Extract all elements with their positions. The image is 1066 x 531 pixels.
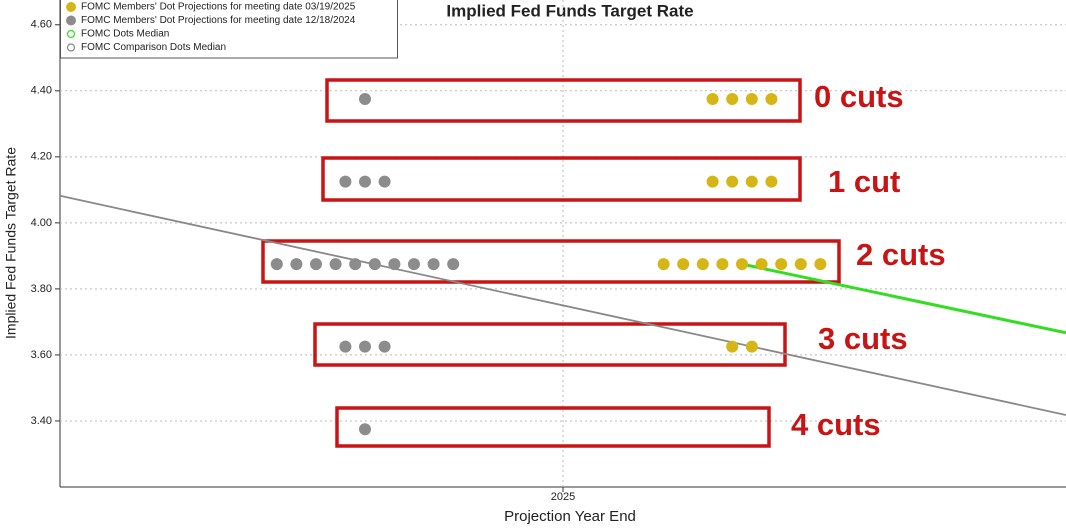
dot: [726, 175, 739, 188]
dot: [696, 258, 709, 271]
dot: [814, 258, 827, 271]
annotation-box: [325, 78, 802, 123]
dot: [755, 258, 768, 271]
median-line: [59, 194, 1066, 416]
dot: [677, 258, 690, 271]
dot: [368, 258, 381, 271]
dot: [359, 93, 371, 106]
dot: [339, 340, 352, 353]
dot: [765, 93, 778, 106]
dot: [726, 340, 739, 353]
median-line: [741, 262, 1066, 335]
dot: [427, 258, 440, 271]
legend-label: FOMC Members' Dot Projections for meetin…: [81, 15, 356, 26]
dot: [736, 258, 748, 271]
dot: [775, 258, 788, 271]
y-tick-label: 3.60: [31, 349, 52, 361]
dot: [270, 258, 283, 271]
dot: [706, 93, 719, 106]
dot: [716, 258, 729, 271]
dot: [359, 175, 371, 188]
legend: FOMC Members' Dot Projections for meetin…: [60, 0, 398, 59]
dot: [378, 175, 391, 188]
dot: [745, 93, 758, 106]
legend-box: [60, 0, 398, 59]
dot: [706, 175, 719, 188]
annotation-box: [321, 156, 802, 202]
annotation: 1 cut: [828, 164, 900, 199]
y-tick-label: 4.00: [31, 217, 52, 229]
annotation: 4 cuts: [791, 407, 881, 442]
y-tick-label: 4.20: [31, 151, 52, 163]
chart-title: Implied Fed Funds Target Rate: [446, 1, 693, 20]
y-tick-label: 4.40: [31, 85, 52, 97]
dot: [657, 258, 670, 271]
y-axis-label: Implied Fed Funds Target Rate: [3, 147, 19, 339]
y-tick-label: 4.60: [31, 19, 52, 31]
legend-swatch: [66, 29, 76, 39]
x-tick-label: 2025: [551, 491, 575, 503]
legend-label: FOMC Dots Median: [81, 29, 169, 40]
legend-swatch: [66, 2, 76, 12]
y-tick-label: 3.80: [31, 283, 52, 295]
dot: [447, 258, 460, 271]
dot: [726, 93, 739, 106]
dot: [408, 258, 420, 271]
legend-label: FOMC Comparison Dots Median: [81, 42, 226, 53]
annotation: 0 cuts: [814, 79, 904, 114]
dot: [359, 423, 371, 436]
annotation-box: [313, 322, 787, 367]
annotation-box: [335, 406, 771, 448]
dot: [765, 175, 778, 188]
dot: [349, 258, 362, 271]
annotation: 2 cuts: [856, 237, 946, 272]
dot: [388, 258, 401, 271]
dot: [329, 258, 342, 271]
x-axis-label: Projection Year End: [504, 508, 636, 525]
annotation: 3 cuts: [818, 321, 908, 356]
dot: [378, 340, 391, 353]
legend-swatch: [66, 43, 76, 52]
dot: [745, 175, 758, 188]
legend-label: FOMC Members' Dot Projections for meetin…: [81, 2, 356, 13]
dot: [310, 258, 322, 271]
annotation-box: [261, 239, 841, 284]
dot: [745, 340, 758, 353]
dot: [794, 258, 807, 271]
y-tick-label: 3.40: [31, 415, 52, 427]
dot: [290, 258, 303, 271]
dot: [359, 340, 371, 353]
legend-swatch: [66, 15, 76, 26]
dot: [339, 175, 352, 188]
